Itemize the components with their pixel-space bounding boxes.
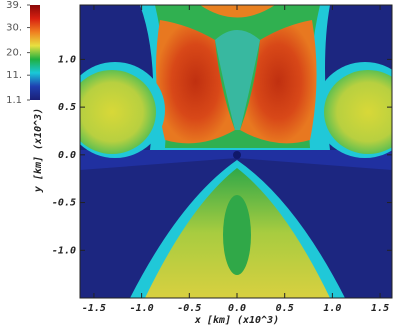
field-origin [233,151,241,159]
colorbar-tick-label: 39. [6,0,22,11]
y-tick-label: 0.0 [58,150,76,161]
field [80,5,392,298]
y-axis-label: y [km] (x10^3) [33,108,44,193]
y-tick-label: 1.0 [58,54,76,65]
x-tick-label: -1.0 [130,303,154,314]
field-left-wing [80,70,156,154]
x-tick-label: 0.0 [228,303,246,314]
y-tick-label: 0.5 [58,102,76,113]
x-tick-label: 1.0 [323,303,341,314]
field-center [215,30,260,130]
colorbar-tick-label: 30. [6,23,22,34]
y-tick-label: -1.0 [52,245,76,256]
y-tick-label: -0.5 [52,198,76,209]
x-tick-label: -0.5 [177,303,201,314]
colorbar [30,5,40,100]
field-band [80,150,392,170]
field-left-lobe [156,20,235,144]
colorbar-tick-label: 20. [6,48,22,59]
x-tick-label: 0.5 [276,303,294,314]
x-tick-label: -1.5 [82,303,106,314]
plot-frame [79,4,393,299]
colorbar-tick-label: 11. [6,70,22,81]
x-axis-label: x [km] (x10^3) [194,315,279,326]
x-tick-label: 1.5 [371,303,389,314]
field-right-lobe [240,20,317,144]
field-right-wing [324,70,392,154]
colorbar-ticks: 39. 30. 20. 11. 1.1 [6,0,30,106]
field-fan-core [223,195,251,275]
field-top [200,5,275,18]
colorbar-tick-label: 1.1 [6,95,22,106]
